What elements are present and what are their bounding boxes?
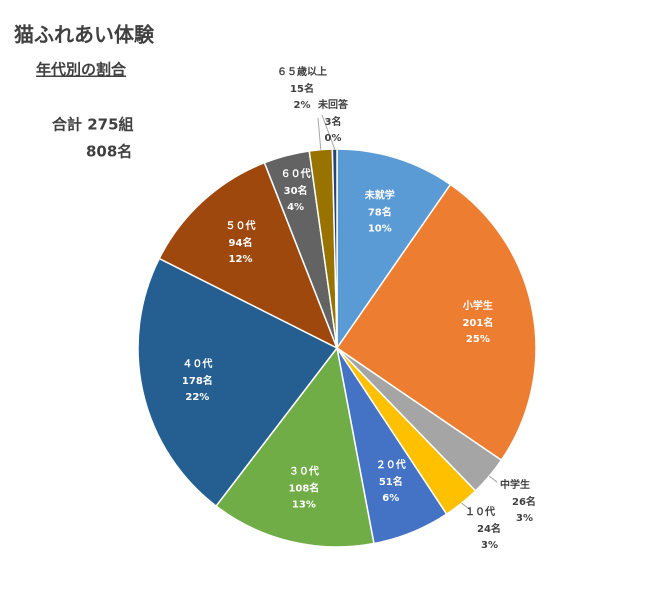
percent-label: 25% <box>466 334 490 345</box>
value-label: 24名 <box>477 522 501 535</box>
percent-label: 6% <box>382 493 399 504</box>
pie-slice <box>158 161 339 350</box>
value-label: 15名 <box>290 82 314 95</box>
value-label: 78名 <box>368 205 392 218</box>
category-label: 小学生 <box>462 299 493 312</box>
leader-line <box>321 114 336 150</box>
category-label: 未回答 <box>317 98 349 111</box>
value-label: 30名 <box>284 184 308 197</box>
percent-label: 0% <box>325 133 342 144</box>
percent-label: 13% <box>292 499 316 510</box>
value-label: 178名 <box>182 374 213 387</box>
percent-label: 4% <box>287 202 304 213</box>
pie-slice <box>336 148 452 351</box>
total-groups: 合計 275組 <box>51 116 134 134</box>
pie-slice <box>137 257 339 508</box>
value-label: 3名 <box>325 115 342 128</box>
leader-line <box>488 475 498 483</box>
value-label: 94名 <box>229 236 253 249</box>
category-label: 中学生 <box>500 478 530 491</box>
pie-slice <box>215 346 375 548</box>
category-label: 未就学 <box>364 188 395 201</box>
category-label: ３０代 <box>289 464 319 477</box>
percent-label: 22% <box>185 392 209 403</box>
chart-title: 猫ふれあい体験 <box>14 23 155 47</box>
percent-label: 2% <box>294 100 311 111</box>
leader-line <box>317 117 322 150</box>
category-label: ６５歳以上 <box>277 65 327 78</box>
category-label: ６０代 <box>281 167 311 180</box>
total-people: 808名 <box>86 143 132 161</box>
value-label: 26名 <box>512 495 536 508</box>
category-label: ２０代 <box>376 458 406 471</box>
percent-label: 10% <box>368 223 392 234</box>
category-label: １０代 <box>465 505 495 518</box>
value-label: 51名 <box>379 475 403 488</box>
percent-label: 12% <box>229 254 253 265</box>
value-label: 201名 <box>462 316 493 329</box>
category-label: ４０代 <box>182 357 212 370</box>
percent-label: 3% <box>516 513 533 524</box>
value-label: 108名 <box>288 481 319 494</box>
chart-subtitle: 年代別の割合 <box>36 61 127 79</box>
leader-line <box>461 502 470 510</box>
category-label: ５０代 <box>226 219 256 232</box>
percent-label: 3% <box>481 540 498 551</box>
pie-slice <box>335 183 537 462</box>
